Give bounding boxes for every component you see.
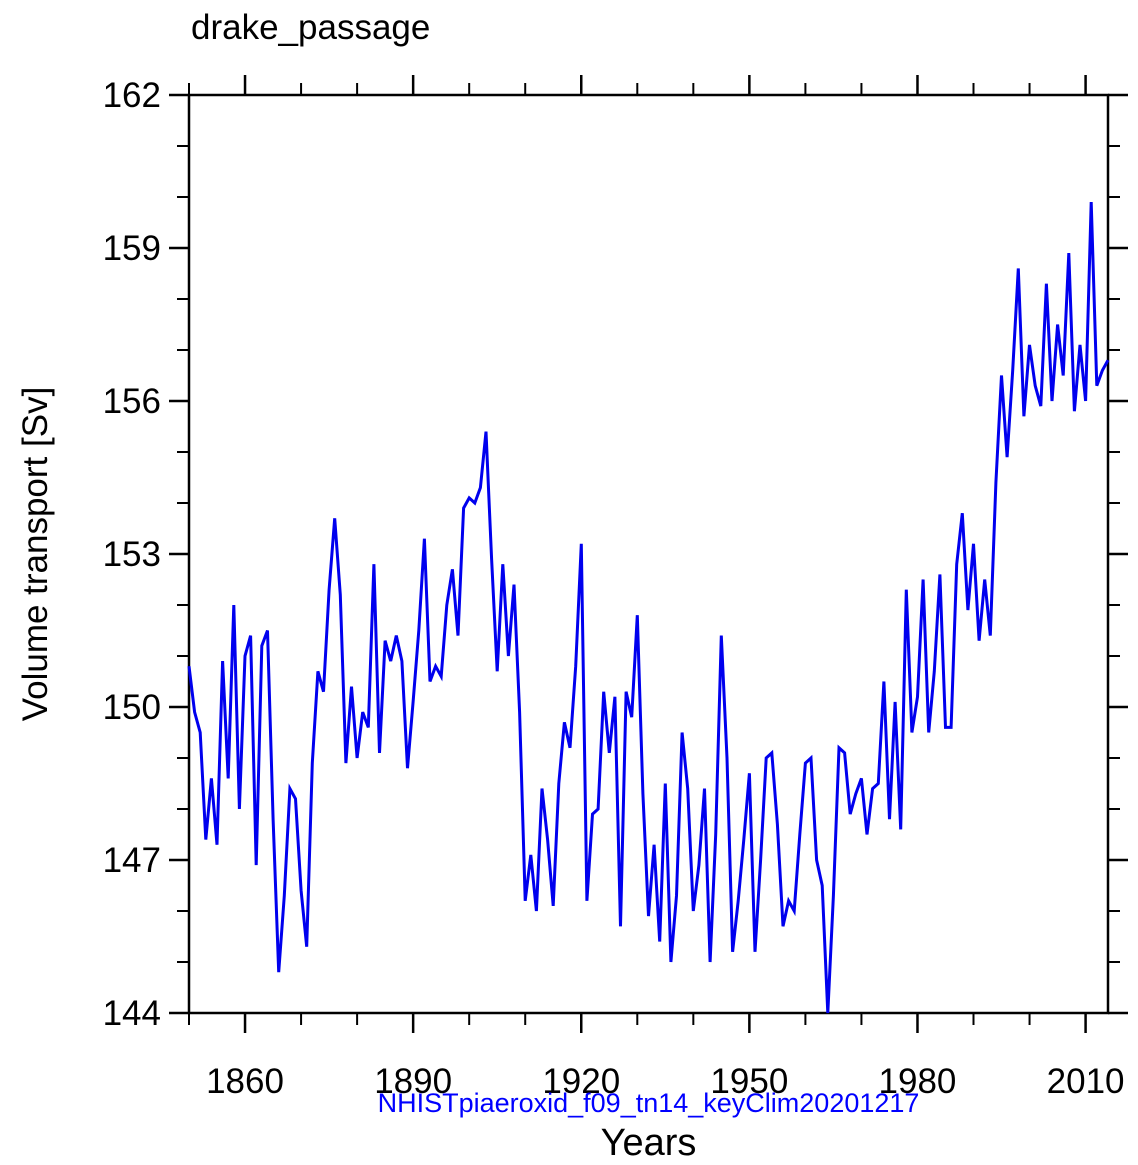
- chart-subtitle: NHISTpiaeroxid_f09_tn14_keyClim20201217: [377, 1088, 920, 1118]
- x-tick-label: 1950: [710, 1062, 788, 1101]
- y-tick-label: 156: [103, 382, 161, 421]
- x-tick-label: 1980: [879, 1062, 957, 1101]
- y-tick-label: 144: [103, 994, 161, 1033]
- x-tick-label: 1860: [206, 1062, 284, 1101]
- x-tick-label: 1920: [542, 1062, 620, 1101]
- x-axis-label: Years: [600, 1122, 697, 1164]
- x-tick-label: 1890: [374, 1062, 452, 1101]
- chart-title: drake_passage: [191, 8, 431, 47]
- y-tick-label: 162: [103, 76, 161, 115]
- y-tick-label: 159: [103, 229, 161, 268]
- y-tick-label: 153: [103, 535, 161, 574]
- y-tick-label: 150: [103, 688, 161, 727]
- y-tick-label: 147: [103, 841, 161, 880]
- plot-frame: [187, 93, 1110, 1015]
- data-line: [187, 202, 1110, 1014]
- x-tick-label: 2010: [1047, 1062, 1125, 1101]
